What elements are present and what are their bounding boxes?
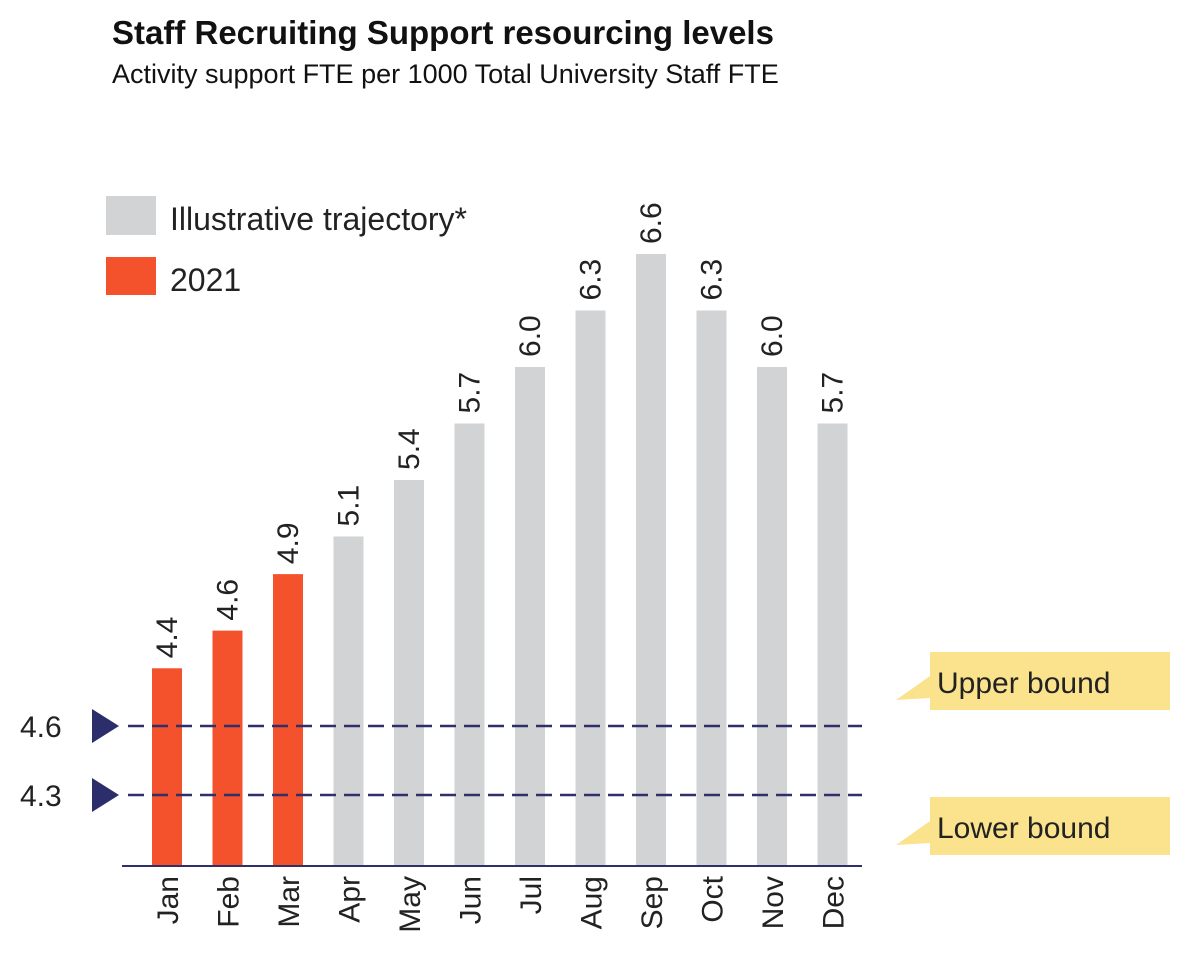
reference-lines-group: 4.6 4.3 <box>20 709 862 813</box>
value-labels-group: 4.4 4.6 4.9 5.1 5.4 5.7 6.0 6.3 6.6 6.3 6.0 5.7 <box>151 202 850 658</box>
tick-label-may: May <box>394 876 427 933</box>
bar-mar <box>273 574 303 866</box>
legend-label-trajectory: Illustrative trajectory* <box>170 201 467 237</box>
value-label-jan: 4.4 <box>151 617 184 659</box>
marker-triangle-lower-bound <box>92 778 119 812</box>
bar-apr <box>333 536 364 866</box>
value-label-jul: 6.0 <box>514 315 547 357</box>
marker-label-lower-bound: 4.3 <box>20 780 62 813</box>
value-label-aug: 6.3 <box>575 259 608 301</box>
chart-title: Staff Recruiting Support resourcing leve… <box>112 14 774 51</box>
tick-label-feb: Feb <box>213 876 246 928</box>
tick-label-nov: Nov <box>757 876 790 929</box>
bar-nov <box>757 366 787 866</box>
legend-swatch-2021 <box>106 257 156 295</box>
callout-label-lower-bound: Lower bound <box>937 812 1110 845</box>
value-label-dec: 5.7 <box>817 372 850 414</box>
marker-label-upper-bound: 4.6 <box>20 711 62 744</box>
bar-aug <box>575 310 606 866</box>
bar-dec <box>817 423 848 866</box>
chart-subtitle: Activity support FTE per 1000 Total Univ… <box>112 59 779 89</box>
bar-may <box>394 479 424 866</box>
bar-jan <box>152 668 182 866</box>
tick-label-mar: Mar <box>273 876 306 928</box>
bars-group <box>152 254 848 866</box>
callout-label-upper-bound: Upper bound <box>937 667 1110 700</box>
x-tick-labels-group: Jan Feb Mar Apr May Jun Jul Aug Sep Oct Nov Dec <box>152 875 851 932</box>
tick-label-dec: Dec <box>818 876 851 929</box>
value-label-mar: 4.9 <box>272 522 305 564</box>
legend-swatch-trajectory <box>106 196 156 235</box>
tick-label-jun: Jun <box>455 876 488 924</box>
bar-jun <box>454 423 485 866</box>
marker-triangle-upper-bound <box>92 709 119 743</box>
legend: Illustrative trajectory* 2021 <box>106 196 467 298</box>
tick-label-jan: Jan <box>152 876 185 924</box>
callouts-group: Upper bound Lower bound <box>896 652 1170 855</box>
value-label-oct: 6.3 <box>696 259 729 301</box>
value-label-nov: 6.0 <box>756 315 789 357</box>
value-label-apr: 5.1 <box>333 485 366 527</box>
bar-feb <box>212 630 243 866</box>
tick-label-oct: Oct <box>697 875 730 922</box>
tick-label-apr: Apr <box>334 876 367 923</box>
bar-oct <box>696 310 727 866</box>
tick-label-aug: Aug <box>576 876 609 929</box>
bar-sep <box>636 254 666 866</box>
tick-label-sep: Sep <box>636 876 669 929</box>
value-label-sep: 6.6 <box>635 202 668 244</box>
bar-jul <box>515 366 545 866</box>
value-label-feb: 4.6 <box>212 579 245 621</box>
callout-box-upper-bound <box>896 652 1170 710</box>
value-label-jun: 5.7 <box>454 372 487 414</box>
legend-label-2021: 2021 <box>170 262 241 298</box>
callout-box-lower-bound <box>896 797 1170 855</box>
value-label-may: 5.4 <box>393 428 426 470</box>
tick-label-jul: Jul <box>515 876 548 914</box>
